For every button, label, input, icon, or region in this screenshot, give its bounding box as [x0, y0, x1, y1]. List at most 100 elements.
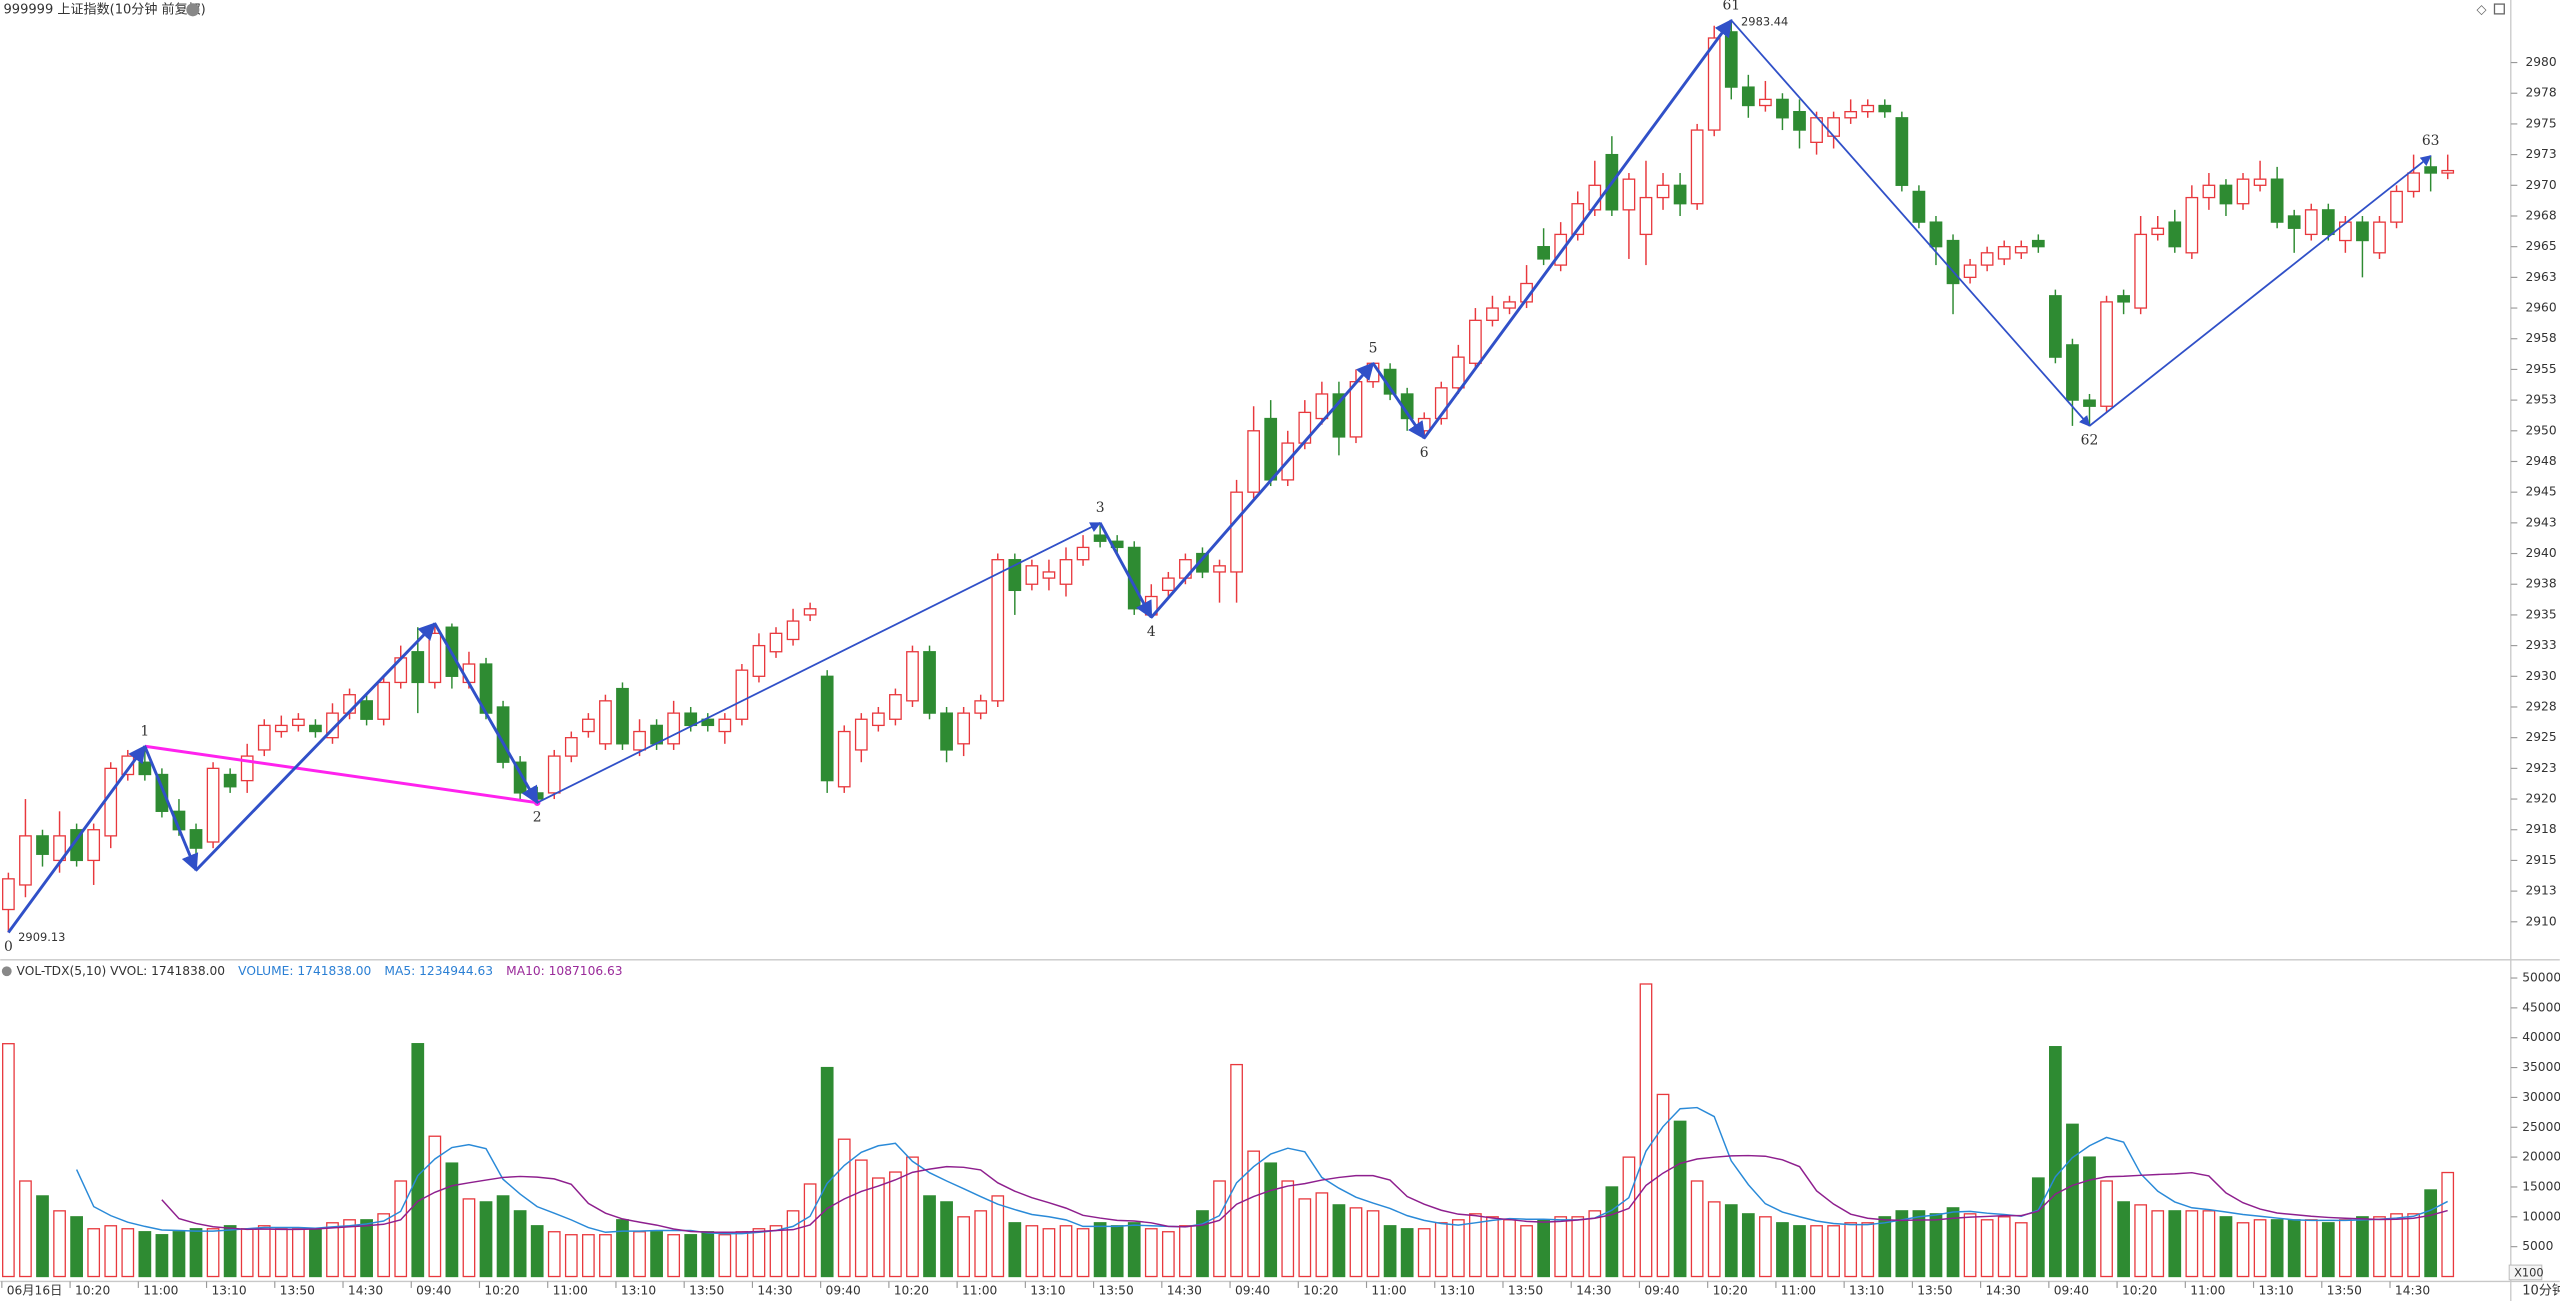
indicator-menu[interactable] [1, 966, 12, 977]
x-tick-label: 14:30 [1986, 1284, 2021, 1298]
candle-body [1008, 559, 1022, 592]
volume-bar [206, 1228, 220, 1278]
candle-body [1707, 37, 1721, 131]
candle-body [1469, 319, 1482, 364]
volume-bar [1042, 1228, 1056, 1278]
candle-body [1690, 129, 1704, 205]
volume-bar [1588, 1210, 1602, 1278]
volume-bar [889, 1171, 902, 1278]
candle-body [2031, 239, 2045, 248]
volume-bar [2424, 1189, 2438, 1278]
candle-body [1264, 417, 1278, 481]
volume-bar [2168, 1210, 2182, 1278]
candle-body [1486, 307, 1499, 321]
pivot-label: 1 [140, 724, 149, 740]
volume-bar [1451, 1219, 1465, 1278]
candle-body [667, 712, 681, 745]
candle-body [1332, 393, 1346, 438]
y-tick-label: 2945 [2525, 485, 2556, 499]
volume-bar [2270, 1219, 2284, 1278]
volume-bar [871, 1177, 885, 1278]
volume-bar [1622, 1156, 1636, 1278]
candle-body [513, 761, 527, 794]
candle-body [206, 767, 220, 843]
x-tick-label: 10:20 [894, 1284, 929, 1298]
y-tick-label: 2918 [2525, 822, 2556, 836]
volume-bar [2236, 1222, 2250, 1278]
candle-body [1929, 221, 1943, 248]
y-tick-label: 2978 [2525, 86, 2556, 100]
candle-body [1963, 264, 1977, 279]
volume-bar [1963, 1213, 1977, 1278]
volume-bar [1912, 1210, 1926, 1278]
volume-bar [1946, 1207, 1960, 1278]
pivot-label: 62 [2081, 433, 2099, 449]
indicator-header: MA10: 1087106.63 [506, 964, 622, 978]
x-tick-label: 13:50 [2327, 1284, 2362, 1298]
candle-body [786, 620, 800, 641]
x-tick-label: 09:40 [1235, 1284, 1270, 1298]
volume-bar [1332, 1204, 1346, 1278]
x-tick-label: 14:30 [1576, 1284, 1611, 1298]
toolbar-icon[interactable]: ◇ [2477, 2, 2487, 17]
candle-body [2356, 221, 2369, 242]
volume-bar [1008, 1222, 1022, 1278]
volume-bar [650, 1231, 663, 1278]
candle-body [377, 681, 391, 720]
x-tick-label: 13:10 [1440, 1284, 1475, 1298]
volume-bar [53, 1210, 66, 1278]
candle-body [1997, 246, 2011, 260]
y-tick-label: 2915 [2525, 853, 2556, 867]
volume-bar [2066, 1123, 2079, 1278]
volume-bar [854, 1159, 868, 1278]
candle-body [1451, 356, 1465, 389]
candle-body [1673, 184, 1687, 205]
candle-body [1776, 98, 1789, 119]
x-tick-label: 10:20 [1713, 1284, 1748, 1298]
volume-bar [940, 1201, 953, 1278]
volume-bar [1383, 1225, 1397, 1278]
title-menu[interactable] [186, 3, 200, 17]
y-tick-label: 25000 [2522, 1120, 2560, 1134]
volume-bar [2031, 1177, 2045, 1278]
candle-body [820, 675, 834, 782]
candle-body [1503, 301, 1516, 309]
volume-bar [752, 1228, 766, 1278]
candle-body [1793, 110, 1806, 131]
volume-bar [1724, 1204, 1738, 1278]
candle-body [462, 663, 476, 684]
volume-bar [1213, 1180, 1226, 1278]
candle-body [701, 718, 715, 727]
volume-bar [1076, 1228, 1090, 1278]
candle-body [957, 712, 971, 745]
toolbar-icon[interactable] [2493, 3, 2505, 15]
volume-bar [974, 1210, 988, 1278]
volume-bar [70, 1216, 83, 1278]
volume-bar [581, 1234, 595, 1278]
zigzag-segment [7, 744, 147, 934]
volume-bar [1605, 1186, 1619, 1278]
volume-unit: X100 [2514, 1266, 2544, 1280]
candle-body [940, 712, 953, 751]
y-tick-label: 2930 [2525, 669, 2556, 683]
volume-bar [292, 1228, 305, 1278]
x-tick-label: 11:00 [2190, 1284, 2225, 1298]
volume-bar [1554, 1216, 1568, 1278]
candle-body [718, 718, 732, 733]
volume-bar [274, 1228, 288, 1278]
candle-body [1946, 239, 1960, 285]
volume-bar [1980, 1219, 1994, 1278]
volume-bar [1315, 1192, 1329, 1278]
x-tick-label: 09:40 [1644, 1284, 1679, 1298]
volume-bar [1230, 1063, 1243, 1278]
y-tick-label: 2910 [2525, 914, 2556, 928]
y-tick-label: 2970 [2525, 178, 2556, 192]
volume-bar [36, 1195, 49, 1278]
volume-bar [701, 1231, 715, 1278]
volume-bar [1196, 1210, 1209, 1278]
volume-bar [2356, 1216, 2369, 1278]
volume-bar [530, 1225, 544, 1278]
volume-bar [172, 1231, 186, 1278]
volume-bar [1878, 1216, 1892, 1278]
volume-bar [599, 1234, 612, 1278]
